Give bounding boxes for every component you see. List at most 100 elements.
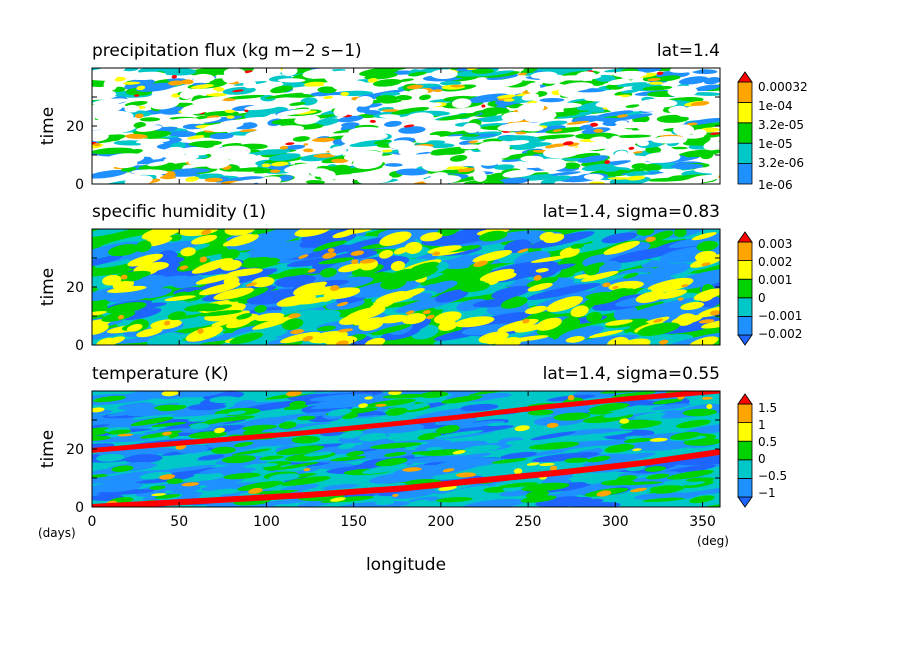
field-patch bbox=[251, 149, 291, 156]
field-patch bbox=[501, 111, 526, 123]
field-patch bbox=[92, 427, 112, 436]
field-patch bbox=[691, 232, 717, 241]
field-patch bbox=[158, 405, 187, 412]
field-patch bbox=[621, 89, 639, 94]
field-patch bbox=[187, 403, 227, 411]
field-patch bbox=[489, 78, 523, 88]
field-patch bbox=[415, 136, 430, 144]
field-patch bbox=[667, 85, 698, 98]
field-patch bbox=[406, 84, 424, 90]
field-patch bbox=[529, 231, 595, 249]
field-patch bbox=[421, 159, 448, 172]
field-patch bbox=[473, 122, 504, 128]
field-patch bbox=[140, 138, 155, 151]
field-patch bbox=[565, 336, 585, 343]
x-axis-left-unit: (days) bbox=[38, 526, 76, 540]
field-patch bbox=[637, 322, 680, 337]
field-patch bbox=[596, 110, 634, 118]
colorbar-segment bbox=[737, 122, 753, 144]
field-patch bbox=[549, 465, 558, 471]
field-patch bbox=[316, 325, 336, 332]
field-patch bbox=[681, 284, 689, 288]
field-patch bbox=[225, 94, 266, 100]
field-patch bbox=[567, 394, 575, 401]
field-patch bbox=[647, 278, 683, 290]
field-patch bbox=[338, 443, 357, 450]
field-patch bbox=[703, 140, 720, 151]
field-patch bbox=[166, 478, 184, 485]
field-patch bbox=[515, 92, 533, 97]
field-patch bbox=[650, 230, 674, 241]
colorbar-label: 0.00032 bbox=[758, 80, 808, 94]
field-patch bbox=[303, 148, 314, 153]
field-patch bbox=[505, 440, 534, 446]
field-patch bbox=[461, 134, 480, 137]
field-patch bbox=[270, 85, 293, 94]
field-patch bbox=[656, 289, 688, 300]
field-patch bbox=[150, 464, 217, 475]
field-patch bbox=[462, 122, 481, 133]
field-patch bbox=[188, 140, 223, 147]
field-patch bbox=[561, 316, 581, 329]
field-patch bbox=[201, 229, 212, 235]
field-patch bbox=[504, 140, 530, 146]
field-patch bbox=[164, 320, 171, 326]
field-patch bbox=[539, 97, 565, 103]
y-axis-label: time bbox=[38, 107, 58, 145]
field-patch bbox=[678, 149, 720, 158]
field-patch bbox=[566, 120, 590, 125]
field-patch bbox=[124, 175, 153, 184]
field-patch bbox=[229, 332, 264, 345]
field-patch bbox=[279, 145, 289, 150]
field-patch bbox=[391, 488, 440, 499]
field-patch bbox=[614, 150, 628, 159]
field-patch bbox=[619, 338, 651, 345]
field-patch bbox=[285, 391, 302, 397]
field-patch bbox=[243, 80, 257, 89]
field-patch bbox=[521, 482, 570, 492]
field-patch bbox=[150, 153, 164, 160]
field-patch bbox=[699, 151, 714, 160]
field-patch bbox=[593, 128, 604, 133]
field-patch bbox=[327, 408, 352, 417]
field-patch bbox=[624, 435, 643, 440]
field-patch bbox=[203, 304, 233, 312]
field-patch bbox=[159, 303, 189, 312]
field-patch bbox=[339, 430, 363, 439]
field-patch bbox=[378, 249, 394, 259]
colorbar-segment bbox=[737, 278, 753, 299]
field-patch bbox=[563, 162, 581, 170]
field-patch bbox=[408, 88, 429, 95]
field-patch bbox=[105, 336, 125, 345]
field-patch bbox=[139, 117, 161, 122]
axis-ticks bbox=[91, 68, 720, 185]
field-patch bbox=[97, 489, 155, 495]
field-patch bbox=[107, 137, 121, 142]
field-patch bbox=[194, 173, 224, 179]
field-patch bbox=[440, 80, 462, 86]
field-patch bbox=[521, 444, 599, 458]
field-patch bbox=[677, 297, 684, 301]
field-patch bbox=[671, 315, 703, 325]
field-patch bbox=[577, 155, 609, 163]
field-patch bbox=[385, 407, 408, 416]
field-patch bbox=[181, 482, 200, 487]
field-patch bbox=[357, 174, 393, 184]
field-patch bbox=[107, 429, 132, 435]
field-patch bbox=[673, 124, 695, 136]
field-patch bbox=[404, 112, 434, 125]
colorbar bbox=[737, 231, 753, 346]
field-patch bbox=[450, 84, 464, 88]
field-patch bbox=[602, 282, 611, 288]
field-patch bbox=[171, 168, 211, 174]
x-axis-tick-labels: 0 50 100 150 200 250 300 350 bbox=[88, 514, 716, 530]
field-patch bbox=[525, 175, 559, 181]
field-patch bbox=[317, 86, 337, 94]
field-patch bbox=[670, 431, 701, 440]
colorbar-segment bbox=[737, 81, 753, 103]
field-patch bbox=[424, 102, 442, 108]
field-patch bbox=[645, 236, 656, 242]
field-patch bbox=[594, 117, 623, 122]
field-patch bbox=[473, 171, 487, 182]
field-patch bbox=[198, 282, 241, 296]
